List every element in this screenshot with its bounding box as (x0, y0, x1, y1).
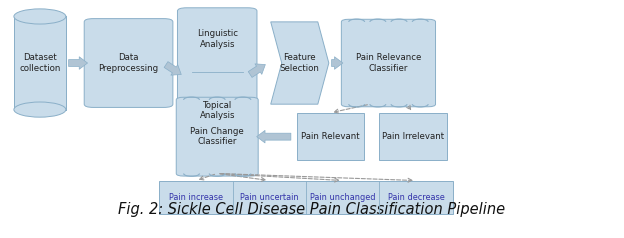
Text: Pain unchanged: Pain unchanged (310, 193, 375, 202)
FancyBboxPatch shape (341, 19, 436, 107)
Text: Pain increase: Pain increase (169, 193, 223, 202)
FancyBboxPatch shape (159, 180, 452, 214)
Text: Feature
Selection: Feature Selection (280, 53, 319, 73)
Text: Pain decrease: Pain decrease (388, 193, 444, 202)
Text: Pain Change
Classifier: Pain Change Classifier (190, 127, 244, 146)
Text: Linguistic
Analysis: Linguistic Analysis (197, 30, 238, 49)
Text: Topical
Analysis: Topical Analysis (200, 101, 235, 120)
FancyBboxPatch shape (297, 113, 364, 160)
Ellipse shape (14, 102, 66, 117)
Text: Dataset
collection: Dataset collection (19, 53, 61, 73)
Polygon shape (271, 22, 329, 104)
Text: Pain Relevant: Pain Relevant (301, 132, 359, 141)
Text: Pain Irrelevant: Pain Irrelevant (382, 132, 444, 141)
FancyBboxPatch shape (84, 19, 173, 107)
Text: Data
Preprocessing: Data Preprocessing (99, 53, 158, 73)
Ellipse shape (14, 9, 66, 24)
FancyBboxPatch shape (379, 113, 447, 160)
Text: Pain Relevance
Classifier: Pain Relevance Classifier (356, 53, 421, 73)
FancyBboxPatch shape (14, 16, 66, 109)
Text: Pain uncertain: Pain uncertain (240, 193, 298, 202)
FancyBboxPatch shape (177, 8, 257, 144)
Text: Fig. 2: Sickle Cell Disease Pain Classification Pipeline: Fig. 2: Sickle Cell Disease Pain Classif… (119, 202, 505, 217)
FancyBboxPatch shape (176, 97, 258, 176)
